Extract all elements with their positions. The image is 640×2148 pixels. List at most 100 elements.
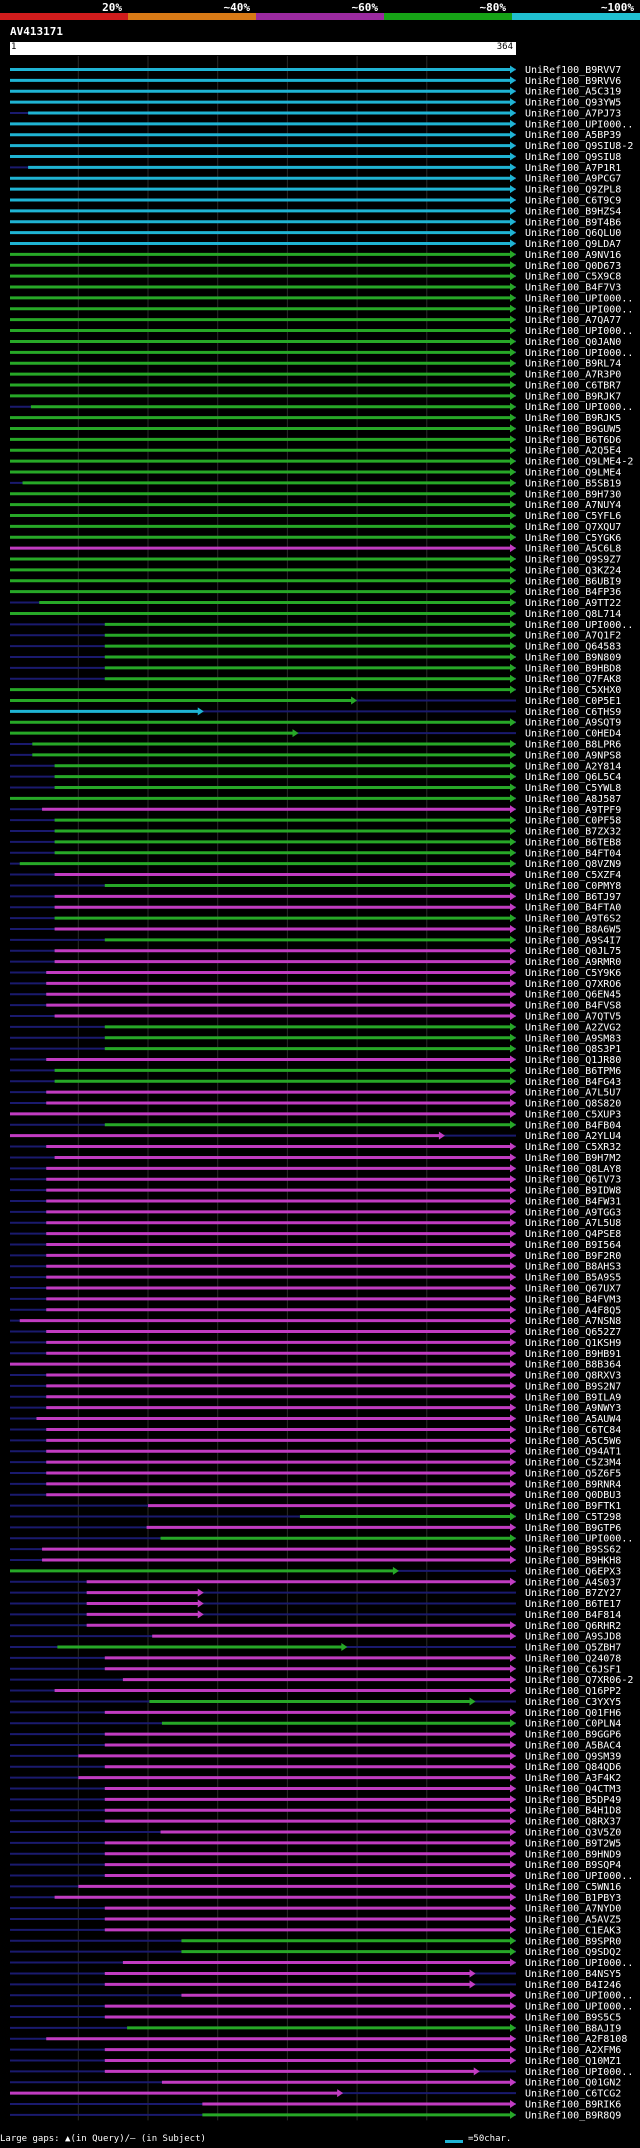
hit-label[interactable]: UniRef100_A4S037 (525, 1577, 621, 1588)
hit-row[interactable]: UniRef100_B7ZX32 (10, 827, 621, 838)
hit-label[interactable]: UniRef100_C5Z3M4 (525, 1458, 621, 1469)
hit-label[interactable]: UniRef100_A5BAC4 (525, 1740, 621, 1751)
hit-label[interactable]: UniRef100_Q8LAY8 (525, 1164, 621, 1175)
hit-label[interactable]: UniRef100_A9PCG7 (525, 174, 621, 185)
hit-row[interactable]: UniRef100_C6JSF1 (10, 1664, 621, 1675)
hit-label[interactable]: UniRef100_B8A6W5 (525, 924, 621, 935)
hit-row[interactable]: UniRef100_A2F8108 (10, 2034, 627, 2045)
hit-row[interactable]: UniRef100_B9HZS4 (10, 206, 621, 217)
hit-row[interactable]: UniRef100_C1EAK3 (10, 1925, 621, 1936)
hit-row[interactable]: UniRef100_Q16PP2 (10, 1686, 621, 1697)
hit-label[interactable]: UniRef100_B5A9S5 (525, 1273, 621, 1284)
hit-row[interactable]: UniRef100_Q652Z7 (10, 1327, 621, 1338)
hit-row[interactable]: UniRef100_Q94AT1 (10, 1447, 621, 1458)
hit-row[interactable]: UniRef100_UPI000.. (10, 2002, 633, 2013)
hit-label[interactable]: UniRef100_B9RNR4 (525, 1479, 621, 1490)
hit-row[interactable]: UniRef100_Q1JR80 (10, 1055, 621, 1066)
hit-label[interactable]: UniRef100_A9T6S2 (525, 914, 621, 925)
hit-label[interactable]: UniRef100_B7ZX32 (525, 827, 621, 838)
hit-row[interactable]: UniRef100_B9F2R0 (10, 1251, 621, 1262)
hit-label[interactable]: UniRef100_B4I246 (525, 1980, 621, 1991)
hit-label[interactable]: UniRef100_B9I564 (525, 1240, 621, 1251)
hit-label[interactable]: UniRef100_Q64583 (525, 642, 621, 653)
hit-label[interactable]: UniRef100_B9IDW8 (525, 1186, 621, 1197)
hit-row[interactable]: UniRef100_B9RNR4 (10, 1479, 621, 1490)
hit-row[interactable]: UniRef100_B9IDW8 (10, 1186, 621, 1197)
hit-label[interactable]: UniRef100_C0PF58 (525, 816, 621, 827)
hit-row[interactable]: UniRef100_B6UBI9 (10, 576, 621, 587)
hit-label[interactable]: UniRef100_B9H730 (525, 489, 621, 500)
hit-label[interactable]: UniRef100_A7NSN8 (525, 1316, 621, 1327)
hit-row[interactable]: UniRef100_UPI000.. (10, 1534, 633, 1545)
hit-row[interactable]: UniRef100_A7PJ73 (10, 108, 621, 119)
hit-row[interactable]: UniRef100_B9N809 (10, 652, 621, 663)
hit-row[interactable]: UniRef100_C6TCG2 (10, 2089, 621, 2100)
hit-row[interactable]: UniRef100_B4FT04 (10, 848, 621, 859)
hit-label[interactable]: UniRef100_C6TCG2 (525, 2089, 621, 2100)
hit-row[interactable]: UniRef100_B9GTP6 (10, 1523, 621, 1534)
hit-row[interactable]: UniRef100_A7NUY4 (10, 500, 621, 511)
hit-row[interactable]: UniRef100_C5XHX0 (10, 685, 621, 696)
hit-label[interactable]: UniRef100_Q3V5Z0 (525, 1828, 621, 1839)
hit-row[interactable]: UniRef100_C5Y9K6 (10, 968, 621, 979)
hit-label[interactable]: UniRef100_Q5ZBH7 (525, 1643, 621, 1654)
hit-row[interactable]: UniRef100_B6T6D6 (10, 435, 621, 446)
hit-row[interactable]: UniRef100_A7Q1F2 (10, 631, 621, 642)
hit-label[interactable]: UniRef100_Q10MZ1 (525, 2056, 621, 2067)
hit-row[interactable]: UniRef100_Q84QD6 (10, 1762, 621, 1773)
hit-label[interactable]: UniRef100_B9H7M2 (525, 1153, 621, 1164)
hit-row[interactable]: UniRef100_Q5Z6F5 (10, 1468, 621, 1479)
hit-row[interactable]: UniRef100_Q67UX7 (10, 1284, 621, 1295)
hit-row[interactable]: UniRef100_A2ZVG2 (10, 1022, 621, 1033)
hit-row[interactable]: UniRef100_C5YWL8 (10, 783, 621, 794)
hit-label[interactable]: UniRef100_C0HED4 (525, 729, 621, 740)
hit-row[interactable]: UniRef100_Q93YW5 (10, 98, 621, 109)
hit-row[interactable]: UniRef100_B8AHS3 (10, 1262, 621, 1273)
hit-label[interactable]: UniRef100_A9NWY3 (525, 1403, 621, 1414)
hit-row[interactable]: UniRef100_A7QTV5 (10, 1012, 621, 1023)
hit-label[interactable]: UniRef100_Q8L714 (525, 609, 621, 620)
hit-label[interactable]: UniRef100_C5XHX0 (525, 685, 621, 696)
hit-label[interactable]: UniRef100_Q5Z6F5 (525, 1468, 621, 1479)
hit-row[interactable]: UniRef100_B9HBD8 (10, 663, 621, 674)
hit-label[interactable]: UniRef100_B9GGP6 (525, 1730, 621, 1741)
hit-row[interactable]: UniRef100_A7NSN8 (10, 1316, 621, 1327)
hit-label[interactable]: UniRef100_B9RL74 (525, 359, 621, 370)
hit-label[interactable]: UniRef100_B8AHS3 (525, 1262, 621, 1273)
hit-row[interactable]: UniRef100_A9TPF9 (10, 805, 621, 816)
hit-label[interactable]: UniRef100_A5AVZ5 (525, 1915, 621, 1926)
hit-label[interactable]: UniRef100_C5YWL8 (525, 783, 621, 794)
hit-label[interactable]: UniRef100_B5SB19 (525, 478, 621, 489)
hit-row[interactable]: UniRef100_A9S4I7 (10, 935, 621, 946)
hit-label[interactable]: UniRef100_C0PLN4 (525, 1719, 621, 1730)
hit-label[interactable]: UniRef100_A7QA77 (525, 315, 621, 326)
hit-row[interactable]: UniRef100_Q6EN45 (10, 990, 621, 1001)
hit-row[interactable]: UniRef100_B9S2N7 (10, 1381, 621, 1392)
hit-row[interactable]: UniRef100_Q9ZPL8 (10, 185, 621, 196)
hit-label[interactable]: UniRef100_Q6EN45 (525, 990, 621, 1001)
hit-row[interactable]: UniRef100_Q8L714 (10, 609, 621, 620)
hit-label[interactable]: UniRef100_Q6QLU0 (525, 228, 621, 239)
hit-row[interactable]: UniRef100_Q8VZN9 (10, 859, 621, 870)
hit-row[interactable]: UniRef100_Q4CTM3 (10, 1784, 621, 1795)
hit-label[interactable]: UniRef100_B5DP49 (525, 1795, 621, 1806)
hit-label[interactable]: UniRef100_B9RVV6 (525, 76, 621, 87)
hit-row[interactable]: UniRef100_A5BAC4 (10, 1740, 621, 1751)
hit-label[interactable]: UniRef100_UPI000.. (525, 620, 633, 631)
hit-row[interactable]: UniRef100_A9SJD8 (10, 1632, 621, 1643)
hit-row[interactable]: UniRef100_A9SQT9 (10, 718, 621, 729)
hit-row[interactable]: UniRef100_A9NV16 (10, 250, 621, 261)
hit-label[interactable]: UniRef100_B8B364 (525, 1360, 621, 1371)
hit-label[interactable]: UniRef100_A9TT22 (525, 598, 621, 609)
hit-label[interactable]: UniRef100_Q9SDQ2 (525, 1947, 621, 1958)
hit-label[interactable]: UniRef100_A7R3P0 (525, 370, 621, 381)
hit-label[interactable]: UniRef100_A5C6L8 (525, 544, 621, 555)
hit-label[interactable]: UniRef100_B9GUW5 (525, 424, 621, 435)
hit-row[interactable]: UniRef100_C5T298 (10, 1512, 621, 1523)
hit-row[interactable]: UniRef100_Q5ZBH7 (10, 1643, 621, 1654)
hit-label[interactable]: UniRef100_Q8S820 (525, 1099, 621, 1110)
hit-label[interactable]: UniRef100_UPI000.. (525, 1958, 633, 1969)
hit-row[interactable]: UniRef100_B4I246 (10, 1980, 621, 1991)
hit-row[interactable]: UniRef100_UPI000.. (10, 304, 633, 315)
hit-label[interactable]: UniRef100_B9RJK7 (525, 391, 621, 402)
